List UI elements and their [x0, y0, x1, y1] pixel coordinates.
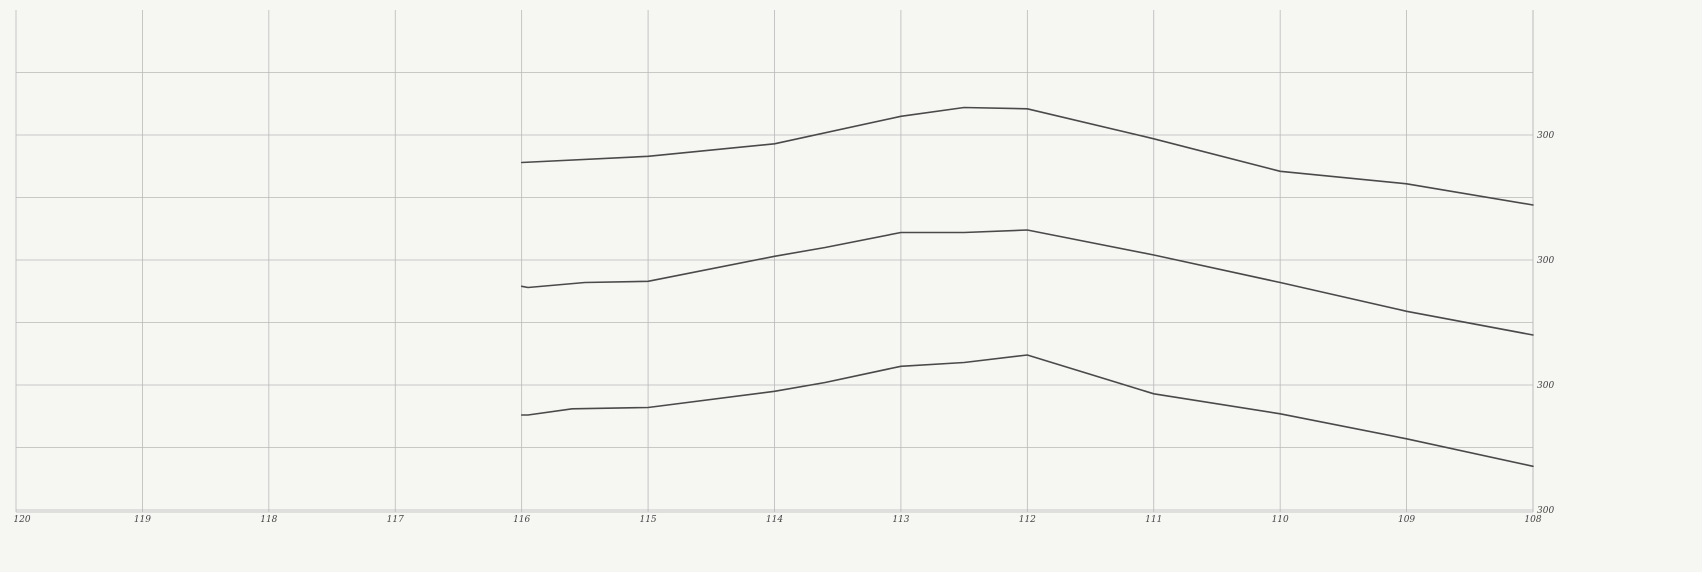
series-line-0	[520, 106, 1534, 206]
y-tick-label-0: 300	[1537, 131, 1554, 141]
y-tick-label-1: 300	[1537, 256, 1554, 266]
x-tick-label-12: 108	[1524, 515, 1541, 525]
tick-label-layer: 120 119 118 117 116 115 114 113 112 111 110 109 1083…	[13, 131, 1554, 525]
x-tick-label-9: 111	[1145, 515, 1162, 525]
y-tick-label-2: 300	[1537, 381, 1554, 391]
series-line-2	[520, 354, 1534, 468]
x-tick-label-3: 117	[387, 515, 404, 525]
x-tick-label-5: 115	[639, 515, 656, 525]
x-tick-label-2: 118	[260, 515, 277, 525]
x-tick-label-7: 113	[892, 515, 909, 525]
x-tick-label-8: 112	[1019, 515, 1036, 525]
x-tick-label-0: 120	[13, 515, 30, 525]
x-tick-label-4: 116	[513, 515, 530, 525]
x-tick-label-11: 109	[1398, 515, 1415, 525]
series-line-1	[520, 229, 1534, 336]
x-tick-label-1: 119	[134, 515, 151, 525]
grid-layer	[15, 10, 1534, 513]
series-layer	[520, 106, 1534, 468]
y-tick-label-3: 300	[1537, 506, 1554, 516]
x-tick-label-6: 114	[766, 515, 783, 525]
x-tick-label-10: 110	[1272, 515, 1289, 525]
